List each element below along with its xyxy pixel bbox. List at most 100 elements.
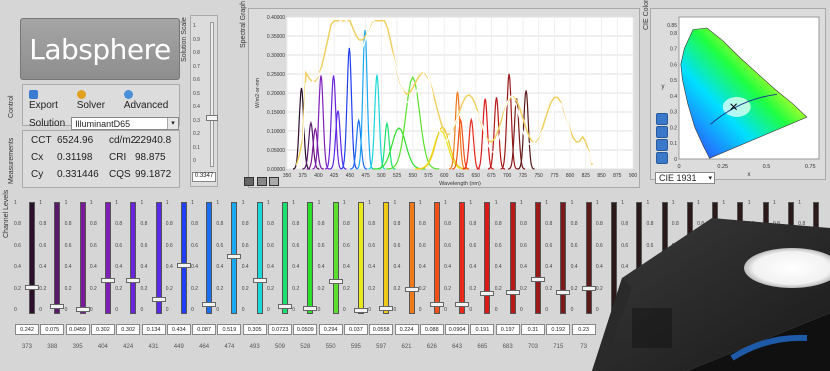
channel-value-field[interactable]: 0.191 (470, 324, 494, 335)
channel-value-field[interactable]: 0.088 (420, 324, 444, 335)
channel-slider-thumb[interactable] (379, 306, 393, 311)
channel-slider-track[interactable] (560, 202, 566, 314)
channel-slider-thumb[interactable] (329, 279, 343, 284)
channel-slider-thumb[interactable] (126, 278, 140, 283)
channel-slider-track[interactable] (257, 202, 263, 314)
export-button[interactable]: Export (29, 89, 69, 111)
channel-slider-thumb[interactable] (556, 290, 570, 295)
channel-slider-thumb[interactable] (25, 285, 39, 290)
channel-slider[interactable]: 1 0.8 0.6 0.4 0.2 0 0.519 474 (216, 194, 241, 358)
channel-value-field[interactable]: 0.519 (217, 324, 241, 335)
channel-slider-thumb[interactable] (531, 277, 545, 282)
channel-slider-thumb[interactable] (227, 254, 241, 259)
channel-value-field[interactable]: 0.305 (243, 324, 267, 335)
channel-slider-track[interactable] (586, 202, 592, 314)
channel-slider[interactable]: 1 0.8 0.6 0.4 0.2 0 0.191 665 (469, 194, 494, 358)
channel-slider[interactable]: 1 0.8 0.6 0.4 0.2 0 0.075 388 (39, 194, 64, 358)
channel-slider-thumb[interactable] (152, 297, 166, 302)
channel-slider[interactable]: 1 0.8 0.6 0.4 0.2 0 0.0558 597 (368, 194, 393, 358)
channel-slider-thumb[interactable] (101, 278, 115, 283)
channel-slider-track[interactable] (333, 202, 339, 314)
channel-value-field[interactable]: 0.075 (40, 324, 64, 335)
zoom-icon[interactable] (244, 177, 254, 186)
channel-value-field[interactable]: 0.197 (496, 324, 520, 335)
zoom-out-icon[interactable] (656, 126, 668, 138)
channel-value-field[interactable]: 0.0723 (268, 324, 292, 335)
channel-value-field[interactable]: 0.0558 (369, 324, 393, 335)
channel-slider-track[interactable] (29, 202, 35, 314)
fit-view-icon[interactable] (656, 152, 668, 164)
channel-value-field[interactable]: 0.134 (142, 324, 166, 335)
channel-slider-track[interactable] (409, 202, 415, 314)
channel-slider[interactable]: 1 0.8 0.6 0.4 0.2 0 0.31 703 (520, 194, 545, 358)
channel-slider[interactable]: 1 0.8 0.6 0.4 0.2 0 0.037 595 (343, 194, 368, 358)
channel-slider[interactable]: 1 0.8 0.6 0.4 0.2 0 0.088 626 (419, 194, 444, 358)
solution-scale-slider-track[interactable] (210, 22, 214, 167)
cie-mode-select[interactable]: CIE 1931 ▾ (655, 172, 715, 184)
channel-slider-track[interactable] (307, 202, 313, 314)
pan-icon[interactable] (257, 177, 267, 186)
solution-scale-value[interactable]: 0.3347 (192, 172, 216, 182)
channel-slider[interactable]: 1 0.8 0.6 0.4 0.2 0 0.192 715 (545, 194, 570, 358)
solution-select[interactable]: IlluminantD65 ▾ (71, 117, 179, 130)
channel-slider-thumb[interactable] (253, 278, 267, 283)
channel-slider-thumb[interactable] (405, 287, 419, 292)
channel-value-field[interactable]: 0.037 (344, 324, 368, 335)
channel-slider-track[interactable] (484, 202, 490, 314)
channel-slider[interactable]: 1 0.8 0.6 0.4 0.2 0 0.0509 528 (292, 194, 317, 358)
channel-slider-thumb[interactable] (50, 304, 64, 309)
channel-slider-track[interactable] (434, 202, 440, 314)
channel-value-field[interactable]: 0.0904 (445, 324, 469, 335)
channel-slider-track[interactable] (383, 202, 389, 314)
channel-value-field[interactable]: 0.087 (192, 324, 216, 335)
hand-pan-icon[interactable] (656, 139, 668, 151)
channel-slider-track[interactable] (105, 202, 111, 314)
channel-slider-thumb[interactable] (430, 302, 444, 307)
channel-slider[interactable]: 1 0.8 0.6 0.4 0.2 0 0.434 449 (166, 194, 191, 358)
channel-value-field[interactable]: 0.0509 (293, 324, 317, 335)
channel-slider-thumb[interactable] (480, 291, 494, 296)
advanced-button[interactable]: Advanced (124, 89, 179, 111)
solver-button[interactable]: Solver (77, 89, 116, 111)
channel-slider-track[interactable] (459, 202, 465, 314)
channel-slider[interactable]: 1 0.8 0.6 0.4 0.2 0 0.0904 643 (444, 194, 469, 358)
channel-value-field[interactable]: 0.294 (319, 324, 343, 335)
channel-slider-track[interactable] (130, 202, 136, 314)
channel-slider[interactable]: 1 0.8 0.6 0.4 0.2 0 0.302 404 (90, 194, 115, 358)
channel-slider-track[interactable] (535, 202, 541, 314)
channel-slider[interactable]: 1 0.8 0.6 0.4 0.2 0 0.242 373 (14, 194, 39, 358)
channel-slider-track[interactable] (282, 202, 288, 314)
channel-slider[interactable]: 1 0.8 0.6 0.4 0.2 0 0.294 550 (318, 194, 343, 358)
channel-slider-thumb[interactable] (177, 263, 191, 268)
channel-slider[interactable]: 1 0.8 0.6 0.4 0.2 0 0.197 683 (495, 194, 520, 358)
channel-slider-thumb[interactable] (76, 307, 90, 312)
channel-slider[interactable]: 1 0.8 0.6 0.4 0.2 0 0.0459 395 (65, 194, 90, 358)
channel-slider-track[interactable] (54, 202, 60, 314)
channel-slider-thumb[interactable] (506, 290, 520, 295)
channel-slider-thumb[interactable] (455, 302, 469, 307)
cursor-icon[interactable] (269, 177, 279, 186)
channel-slider[interactable]: 1 0.8 0.6 0.4 0.2 0 0.305 493 (242, 194, 267, 358)
channel-slider[interactable]: 1 0.8 0.6 0.4 0.2 0 0.087 464 (191, 194, 216, 358)
channel-value-field[interactable]: 0.31 (521, 324, 545, 335)
zoom-in-icon[interactable] (656, 113, 668, 125)
channel-value-field[interactable]: 0.224 (395, 324, 419, 335)
channel-slider[interactable]: 1 0.8 0.6 0.4 0.2 0 0.302 424 (115, 194, 140, 358)
channel-slider[interactable]: 1 0.8 0.6 0.4 0.2 0 0.224 621 (394, 194, 419, 358)
channel-slider-track[interactable] (206, 202, 212, 314)
channel-value-field[interactable]: 0.302 (91, 324, 115, 335)
channel-slider-track[interactable] (80, 202, 86, 314)
channel-value-field[interactable]: 0.242 (15, 324, 39, 335)
channel-slider-track[interactable] (510, 202, 516, 314)
channel-value-field[interactable]: 0.434 (167, 324, 191, 335)
channel-slider-thumb[interactable] (354, 308, 368, 313)
channel-slider-track[interactable] (181, 202, 187, 314)
channel-value-field[interactable]: 0.302 (116, 324, 140, 335)
channel-value-field[interactable]: 0.192 (546, 324, 570, 335)
channel-value-field[interactable]: 0.0459 (66, 324, 90, 335)
channel-slider-track[interactable] (358, 202, 364, 314)
solution-scale-slider-thumb[interactable] (206, 115, 218, 121)
channel-slider[interactable]: 1 0.8 0.6 0.4 0.2 0 0.134 431 (141, 194, 166, 358)
channel-slider-thumb[interactable] (278, 304, 292, 309)
channel-slider[interactable]: 1 0.8 0.6 0.4 0.2 0 0.0723 509 (267, 194, 292, 358)
